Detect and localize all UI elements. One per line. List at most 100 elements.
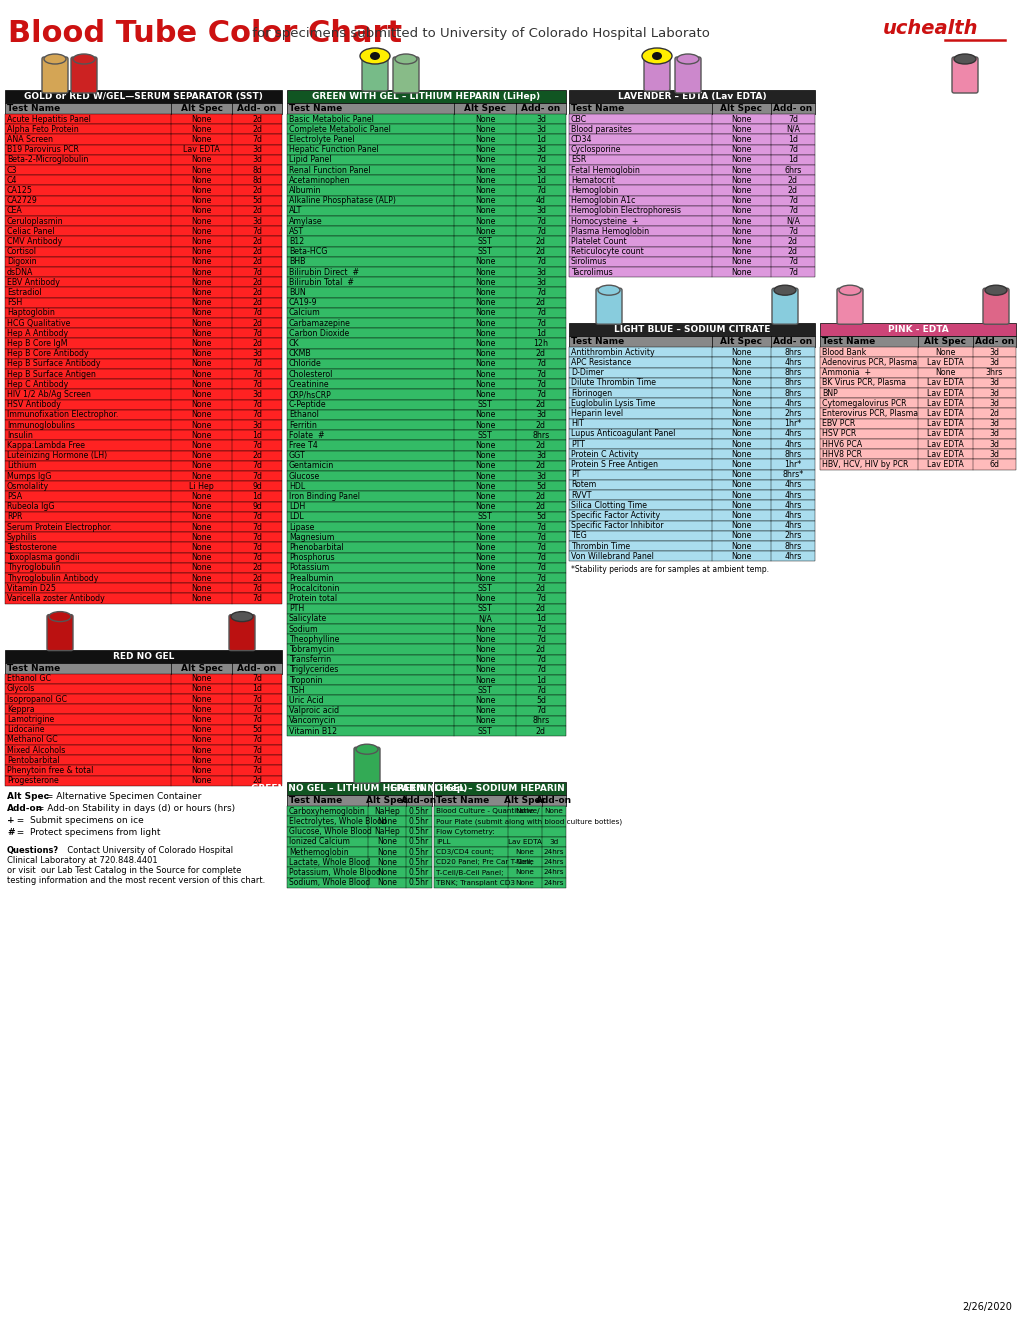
Bar [569,399,814,408]
Bar [569,552,814,561]
Text: None: None [475,216,495,226]
Bar [569,103,814,114]
Bar [5,338,281,348]
Text: 7d: 7d [252,135,262,144]
Text: 7d: 7d [787,145,797,154]
Text: None: None [475,717,495,726]
Text: 2d: 2d [535,502,545,511]
Bar [819,367,1015,378]
Bar [5,649,281,663]
Bar [5,277,281,288]
Text: None: None [475,206,495,215]
Text: None: None [516,879,534,886]
Text: Rotem: Rotem [571,480,596,490]
Bar [286,103,566,114]
Text: 4hrs: 4hrs [784,480,801,490]
Text: Syphilis: Syphilis [7,533,38,541]
Text: None: None [475,165,495,174]
Text: 4hrs: 4hrs [784,358,801,367]
Text: 0.5hr: 0.5hr [409,869,429,876]
Text: Clinical Laboratory at 720.848.4401: Clinical Laboratory at 720.848.4401 [7,855,158,865]
Text: TBNK; Transplant CD3: TBNK; Transplant CD3 [435,879,515,886]
Bar [286,441,566,450]
Text: CKMB: CKMB [288,350,312,358]
Text: 2d: 2d [535,400,545,409]
Text: CA2729: CA2729 [7,197,38,205]
Text: 2hrs: 2hrs [784,409,801,418]
Bar [5,521,281,532]
FancyBboxPatch shape [229,615,255,651]
Bar [5,329,281,338]
Text: None: None [192,206,212,215]
Bar [569,337,814,347]
Text: Methemoglobin: Methemoglobin [288,847,348,857]
Text: 7d: 7d [787,257,797,267]
Bar [5,776,281,785]
Text: 3d: 3d [252,350,262,358]
Text: 7d: 7d [535,665,545,675]
Text: None: None [377,837,396,846]
Ellipse shape [984,285,1006,296]
Text: Prealbumin: Prealbumin [288,574,333,582]
Bar [5,257,281,267]
Text: 1d: 1d [787,135,797,144]
Bar [286,634,566,644]
Text: None: None [731,521,751,531]
Bar [5,267,281,277]
Text: 2d: 2d [252,776,262,785]
Text: Iron Binding Panel: Iron Binding Panel [288,492,360,502]
Bar [569,154,814,165]
Bar [5,400,281,409]
Bar [5,247,281,257]
Text: None: None [475,288,495,297]
Text: RVVT: RVVT [571,491,591,499]
Text: AST: AST [288,227,304,236]
Text: 4hrs: 4hrs [784,500,801,510]
Text: None: None [731,420,751,428]
Text: 8hrs: 8hrs [784,379,801,387]
Text: None: None [192,135,212,144]
Bar [5,90,281,103]
Text: 3d: 3d [988,440,999,449]
Text: HHV6 PCA: HHV6 PCA [821,440,861,449]
Text: Vitamin B12: Vitamin B12 [288,726,337,735]
Text: None: None [192,543,212,552]
Text: Lamotrigine: Lamotrigine [7,715,54,723]
Text: None: None [731,216,751,226]
Bar [286,857,432,867]
Text: Troponin: Troponin [288,676,322,685]
Text: B12: B12 [288,238,304,246]
Text: None: None [475,277,495,286]
Text: Test Name: Test Name [7,104,60,114]
Bar [569,176,814,185]
Text: 0.5hr: 0.5hr [409,828,429,836]
Ellipse shape [394,54,417,63]
Text: 8hrs: 8hrs [532,430,549,440]
Bar [286,553,566,562]
Text: Hemoglobin: Hemoglobin [571,186,618,195]
Text: None: None [475,553,495,562]
Text: Tobramycin: Tobramycin [288,645,333,653]
Bar [569,470,814,479]
Text: 8hrs: 8hrs [784,450,801,459]
Text: 0.5hr: 0.5hr [409,858,429,867]
Bar [286,216,566,226]
Text: 7d: 7d [535,553,545,562]
Text: ALT: ALT [288,206,302,215]
Text: None: None [475,350,495,358]
Text: 2d: 2d [787,238,797,246]
Text: 3d: 3d [988,347,999,356]
Text: None: None [475,441,495,450]
Bar [286,502,566,512]
Text: Cyclosporine: Cyclosporine [571,145,621,154]
Text: None: None [934,368,955,378]
Text: GREEN NO GEL – LITHIUM HEPARIN (LiHep): GREEN NO GEL – LITHIUM HEPARIN (LiHep) [251,784,468,793]
Bar [569,135,814,145]
FancyBboxPatch shape [675,57,700,92]
Text: Hemoglobin A1c: Hemoglobin A1c [571,197,635,205]
Text: SST: SST [477,583,492,593]
Text: HBV, HCV, HIV by PCR: HBV, HCV, HIV by PCR [821,459,908,469]
Text: NaHep: NaHep [374,828,399,836]
Bar [433,807,566,816]
Text: None: None [731,238,751,246]
